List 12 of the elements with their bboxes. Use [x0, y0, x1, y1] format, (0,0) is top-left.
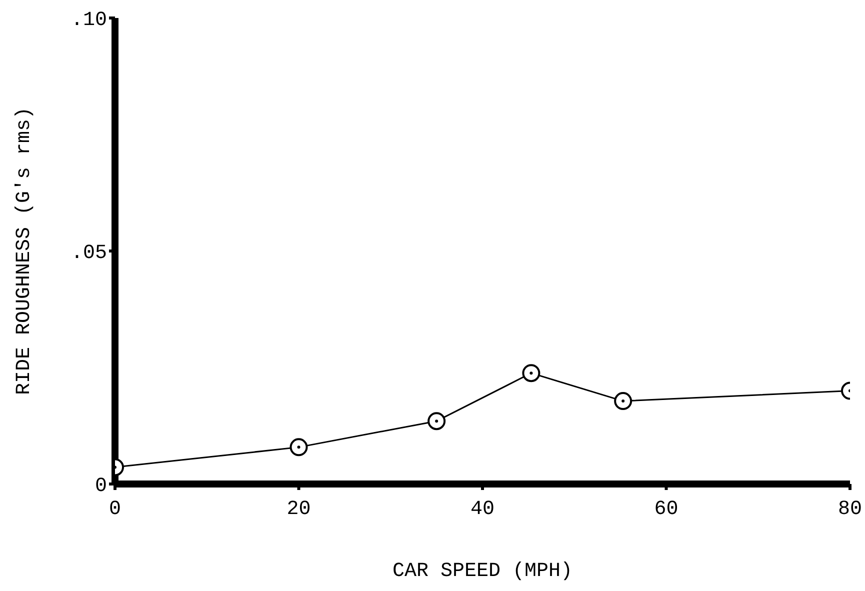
x-tick-label: 20	[286, 498, 311, 522]
x-tick-label: 60	[654, 498, 678, 522]
y-tick-label: 0	[94, 475, 107, 498]
point	[428, 412, 446, 430]
x-axis-title: CAR SPEED (MPH)	[392, 560, 573, 583]
y-tick-label: .10	[70, 9, 107, 32]
x-tick-label: 80	[838, 498, 862, 522]
x-tick-label: 0	[108, 498, 122, 522]
y-tick-label: .05	[70, 242, 107, 266]
y-axis-title: RIDE ROUGHNESS (G's rms)	[13, 106, 36, 396]
point	[522, 364, 540, 382]
x-tick-label: 40	[470, 498, 495, 522]
